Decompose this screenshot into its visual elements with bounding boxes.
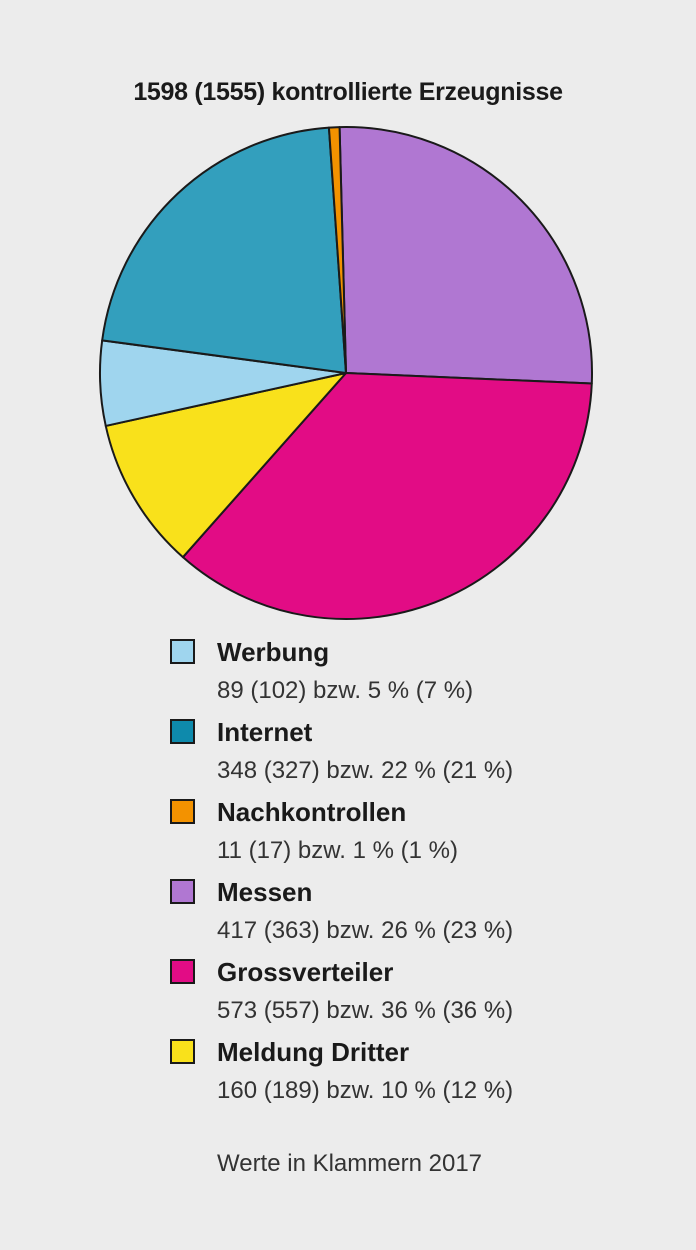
pie-slice-messen <box>338 126 593 385</box>
legend-swatch <box>170 799 195 824</box>
legend-value: 417 (363) bzw. 26 % (23 %) <box>217 917 514 944</box>
legend-name: Werbung <box>217 637 330 667</box>
legend-swatch <box>170 879 195 904</box>
legend-name: Nachkontrollen <box>217 797 407 827</box>
pie-slice-meldung-dritter <box>104 372 347 559</box>
legend-item-meldung-dritter: Meldung Dritter 160 (189) bzw. 10 % (12 … <box>170 1035 590 1115</box>
legend-swatch <box>170 639 195 664</box>
legend-value: 573 (557) bzw. 36 % (36 %) <box>217 997 514 1024</box>
legend-name: Grossverteiler <box>217 957 394 987</box>
legend-item-internet: Internet 348 (327) bzw. 22 % (21 %) <box>170 715 590 795</box>
pie-chart <box>99 126 593 620</box>
legend-name: Meldung Dritter <box>217 1037 410 1067</box>
pie-slice-grossverteiler <box>181 372 593 620</box>
legend-swatch <box>170 719 195 744</box>
legend-swatch <box>170 1039 195 1064</box>
legend-swatch <box>170 959 195 984</box>
chart-title: 1598 (1555) kontrollierte Erzeugnisse <box>133 78 563 106</box>
legend-item-grossverteiler: Grossverteiler 573 (557) bzw. 36 % (36 %… <box>170 955 590 1035</box>
legend-value: 11 (17) bzw. 1 % (1 %) <box>217 837 458 864</box>
legend-item-messen: Messen 417 (363) bzw. 26 % (23 %) <box>170 875 590 955</box>
legend-item-werbung: Werbung 89 (102) bzw. 5 % (7 %) <box>170 635 590 715</box>
legend-item-nachkontrollen: Nachkontrollen 11 (17) bzw. 1 % (1 %) <box>170 795 590 875</box>
legend: Werbung 89 (102) bzw. 5 % (7 %) Internet… <box>170 635 590 1115</box>
pie-slice-nachkontrollen <box>327 126 347 374</box>
legend-name: Messen <box>217 877 313 907</box>
legend-value: 348 (327) bzw. 22 % (21 %) <box>217 757 514 784</box>
legend-name: Internet <box>217 717 313 747</box>
legend-value: 89 (102) bzw. 5 % (7 %) <box>217 677 474 704</box>
footnote: Werte in Klammern 2017 <box>217 1150 483 1177</box>
pie-slice-internet <box>101 126 347 374</box>
legend-value: 160 (189) bzw. 10 % (12 %) <box>217 1077 514 1104</box>
